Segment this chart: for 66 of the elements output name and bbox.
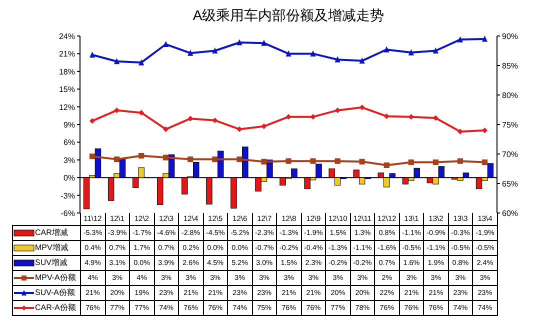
point — [334, 158, 340, 164]
point — [384, 46, 390, 52]
y2-tick-label: 90% — [502, 32, 518, 41]
title: A级乘用车内部份额及增减走势 — [192, 7, 384, 23]
point — [163, 154, 169, 160]
point — [212, 118, 218, 124]
legend-label: CAR-A份额 — [35, 303, 76, 312]
legend-label: MPV-A份额 — [35, 273, 76, 282]
point — [432, 159, 438, 166]
legend-label: SUV增减 — [35, 258, 68, 267]
point — [334, 56, 340, 62]
point — [89, 52, 96, 58]
point — [384, 113, 390, 120]
y-tick-label: -6% — [60, 209, 75, 218]
point — [261, 40, 267, 46]
point — [236, 39, 242, 46]
point — [188, 156, 194, 162]
point — [163, 126, 169, 132]
y-tick-label: 21% — [58, 50, 75, 59]
point — [457, 36, 464, 42]
point — [310, 50, 316, 56]
y2-tick-label: 65% — [502, 180, 518, 188]
y-tick-label: 6% — [63, 138, 75, 148]
legend-label: MPV增减 — [35, 243, 68, 252]
y-tick-label: 9% — [63, 120, 75, 130]
point — [89, 154, 96, 160]
point — [310, 158, 316, 164]
y-tick-label: 15% — [58, 85, 75, 94]
point — [286, 50, 292, 56]
point — [138, 110, 144, 116]
point — [334, 108, 340, 114]
point — [408, 49, 414, 56]
y2-tick-label: 80% — [502, 91, 518, 100]
point — [432, 47, 438, 54]
y-tick-label: 12% — [58, 102, 75, 112]
point — [286, 158, 292, 164]
point — [457, 158, 464, 164]
point — [482, 159, 488, 166]
y-tick-label: 0% — [63, 174, 75, 183]
point — [114, 156, 120, 162]
legend-label: SUV-A份额 — [35, 288, 76, 297]
point — [359, 104, 365, 110]
point — [359, 57, 365, 64]
y2-tick-label: 60% — [502, 209, 518, 218]
y-tick-label: 24% — [58, 32, 75, 41]
point — [408, 159, 414, 166]
point — [163, 40, 169, 48]
point — [114, 58, 120, 64]
legend-label: CAR增减 — [35, 228, 68, 237]
point — [138, 152, 144, 159]
point — [384, 162, 390, 168]
point — [359, 158, 365, 164]
point — [482, 36, 488, 42]
point — [236, 156, 242, 162]
point — [261, 158, 267, 164]
point — [188, 50, 194, 56]
y2-tick-label: 75% — [502, 120, 518, 130]
point — [212, 156, 218, 162]
y-tick-label: -3% — [60, 191, 75, 200]
y2-tick-label: 70% — [502, 150, 518, 159]
y-tick-label: 3% — [63, 156, 75, 165]
point — [138, 59, 144, 66]
y2-tick-label: 85% — [502, 62, 518, 70]
y-tick-label: 18% — [58, 67, 75, 76]
point — [212, 47, 218, 54]
point — [89, 118, 96, 124]
